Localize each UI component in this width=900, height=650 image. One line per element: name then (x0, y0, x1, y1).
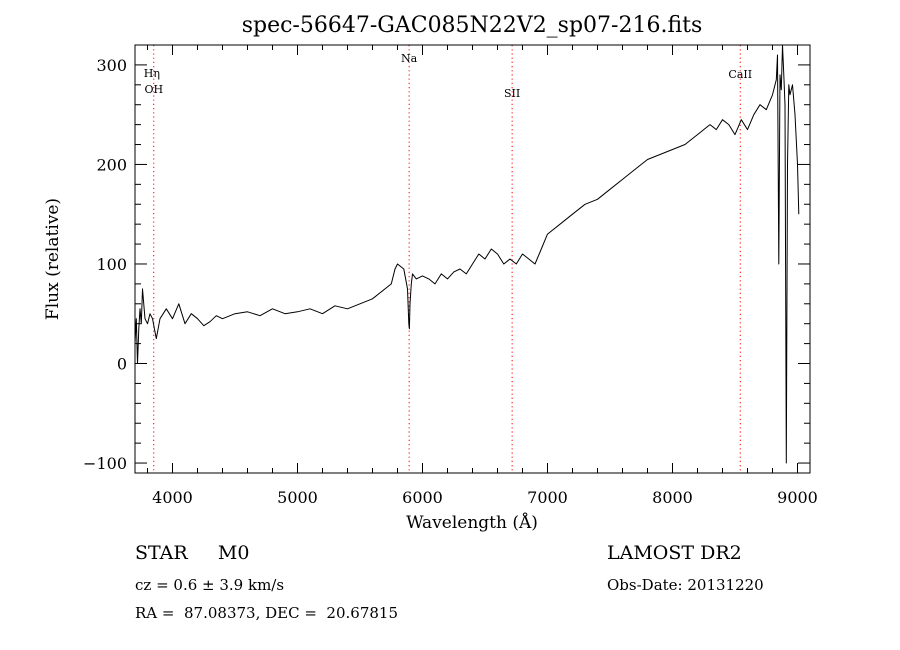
line-label-4: CaII (728, 68, 752, 81)
survey-label: LAMOST DR2 (607, 542, 742, 564)
y-axis-label: Flux (relative) (43, 198, 63, 320)
y-tick-label-2: 100 (96, 255, 127, 274)
obs-date-label: Obs-Date: 20131220 (607, 576, 764, 594)
star-class-label: STAR M0 (135, 542, 250, 564)
plot-frame (134, 44, 811, 474)
line-label-3: SII (504, 87, 520, 100)
coordinates-label: RA = 87.08373, DEC = 20.67815 (135, 604, 399, 622)
x-tick-label-0: 4000 (152, 488, 193, 507)
x-tick-label-3: 7000 (527, 488, 568, 507)
cz-label: cz = 0.6 ± 3.9 km/s (135, 576, 285, 594)
spectrum-line (134, 44, 800, 464)
y-tick-label-0: −100 (83, 454, 127, 473)
y-tick-label-1: 0 (117, 355, 127, 374)
x-tick-label-4: 8000 (652, 488, 693, 507)
y-tick-label-4: 300 (96, 56, 127, 75)
x-tick-label-5: 9000 (777, 488, 818, 507)
chart-title: spec-56647-GAC085N22V2_sp07-216.fits (242, 13, 703, 38)
plot-area: 4000 5000 6000 7000 8000 9000 −100 0 100 200 300 OH… (83, 44, 818, 507)
x-tick-label-2: 6000 (402, 488, 443, 507)
line-label-0: OH (144, 83, 163, 96)
x-tick-label-1: 5000 (277, 488, 318, 507)
line-label-2: Na (401, 52, 418, 65)
x-axis-label: Wavelength (Å) (406, 512, 538, 533)
y-tick-label-3: 200 (96, 155, 127, 174)
line-label-1: Hη (144, 67, 160, 80)
